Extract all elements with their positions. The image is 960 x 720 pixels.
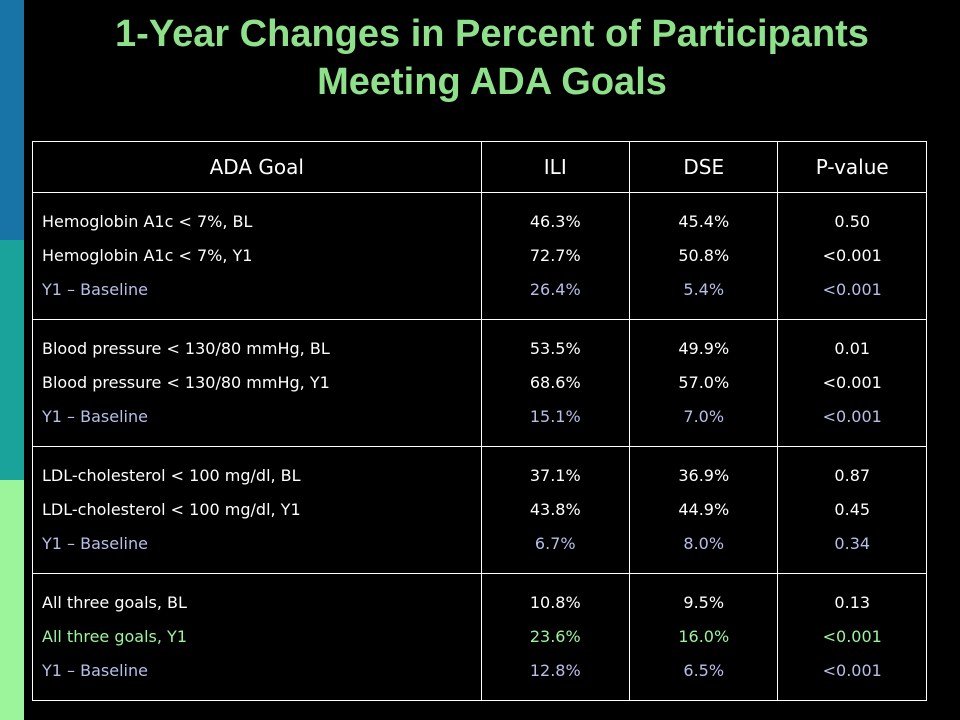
p-value-y1: <0.001 xyxy=(822,246,882,265)
goal-label-y1: All three goals, Y1 xyxy=(42,627,187,646)
p-value-bl: 0.87 xyxy=(834,466,871,485)
dse-value-y1: 50.8% xyxy=(678,246,730,265)
p-value-change: 0.34 xyxy=(834,534,871,553)
dse-value-bl: 49.9% xyxy=(678,339,730,358)
goal-label-change: Y1 – Baseline xyxy=(42,280,148,299)
dse-value-change: 7.0% xyxy=(683,407,725,426)
slide-title: 1-Year Changes in Percent of Participant… xyxy=(24,10,960,106)
header-ili: ILI xyxy=(480,141,631,193)
ili-value-bl: 46.3% xyxy=(529,212,581,231)
dse-value-y1: 44.9% xyxy=(678,500,730,519)
p-value-change: <0.001 xyxy=(822,661,882,680)
p-value-cell: 0.50 <0.001 <0.001 xyxy=(777,192,927,320)
table-row-hemoglobin: Hemoglobin A1c < 7%, BL Hemoglobin A1c <… xyxy=(32,192,927,320)
p-value-bl: 0.13 xyxy=(834,593,871,612)
p-value-cell: 0.13 <0.001 <0.001 xyxy=(777,573,927,701)
goal-label-bl: LDL-cholesterol < 100 mg/dl, BL xyxy=(42,466,301,485)
goal-label-bl: Blood pressure < 130/80 mmHg, BL xyxy=(42,339,330,358)
ili-cell: 46.3% 72.7% 26.4% xyxy=(480,192,631,320)
dse-value-change: 5.4% xyxy=(683,280,725,299)
goal-label-bl: All three goals, BL xyxy=(42,593,187,612)
goal-label-change: Y1 – Baseline xyxy=(42,407,148,426)
ili-value-bl: 53.5% xyxy=(529,339,581,358)
goal-label-change: Y1 – Baseline xyxy=(42,534,148,553)
dse-cell: 9.5% 16.0% 6.5% xyxy=(628,573,779,701)
p-value-bl: 0.50 xyxy=(834,212,871,231)
ili-cell: 10.8% 23.6% 12.8% xyxy=(480,573,631,701)
dse-value-change: 6.5% xyxy=(683,661,725,680)
slide-title-line-1: 1-Year Changes in Percent of Participant… xyxy=(115,13,869,55)
ili-value-y1: 43.8% xyxy=(529,500,581,519)
table-header-row: ADA Goal ILI DSE P-value xyxy=(32,141,927,193)
header-ada-goal: ADA Goal xyxy=(32,141,482,193)
dse-value-y1: 16.0% xyxy=(678,627,730,646)
ili-cell: 37.1% 43.8% 6.7% xyxy=(480,446,631,574)
ili-value-y1: 68.6% xyxy=(529,373,581,392)
p-value-cell: 0.01 <0.001 <0.001 xyxy=(777,319,927,447)
dse-value-y1: 57.0% xyxy=(678,373,730,392)
ili-value-change: 6.7% xyxy=(534,534,576,553)
dse-cell: 49.9% 57.0% 7.0% xyxy=(628,319,779,447)
ili-value-y1: 23.6% xyxy=(529,627,581,646)
p-value-y1: 0.45 xyxy=(834,500,871,519)
ili-value-bl: 37.1% xyxy=(529,466,581,485)
p-value-y1: <0.001 xyxy=(822,373,882,392)
ili-value-change: 12.8% xyxy=(529,661,581,680)
table-row-all-three-goals: All three goals, BL All three goals, Y1 … xyxy=(32,573,927,701)
goal-cell: LDL-cholesterol < 100 mg/dl, BL LDL-chol… xyxy=(32,446,482,574)
ili-value-change: 15.1% xyxy=(529,407,581,426)
table-row-blood-pressure: Blood pressure < 130/80 mmHg, BL Blood p… xyxy=(32,319,927,447)
dse-value-change: 8.0% xyxy=(683,534,725,553)
goal-cell: Hemoglobin A1c < 7%, BL Hemoglobin A1c <… xyxy=(32,192,482,320)
p-value-cell: 0.87 0.45 0.34 xyxy=(777,446,927,574)
dse-value-bl: 36.9% xyxy=(678,466,730,485)
left-stripe-blue xyxy=(0,0,24,240)
goal-cell: All three goals, BL All three goals, Y1 … xyxy=(32,573,482,701)
goal-label-bl: Hemoglobin A1c < 7%, BL xyxy=(42,212,253,231)
dse-cell: 45.4% 50.8% 5.4% xyxy=(628,192,779,320)
goal-label-y1: Blood pressure < 130/80 mmHg, Y1 xyxy=(42,373,330,392)
table-row-ldl-cholesterol: LDL-cholesterol < 100 mg/dl, BL LDL-chol… xyxy=(32,446,927,574)
p-value-y1: <0.001 xyxy=(822,627,882,646)
left-stripe-green xyxy=(0,480,24,720)
ili-value-change: 26.4% xyxy=(529,280,581,299)
dse-cell: 36.9% 44.9% 8.0% xyxy=(628,446,779,574)
goal-label-y1: Hemoglobin A1c < 7%, Y1 xyxy=(42,246,253,265)
ili-value-bl: 10.8% xyxy=(529,593,581,612)
goal-cell: Blood pressure < 130/80 mmHg, BL Blood p… xyxy=(32,319,482,447)
dse-value-bl: 45.4% xyxy=(678,212,730,231)
p-value-change: <0.001 xyxy=(822,407,882,426)
ili-value-y1: 72.7% xyxy=(529,246,581,265)
p-value-bl: 0.01 xyxy=(834,339,871,358)
goal-label-change: Y1 – Baseline xyxy=(42,661,148,680)
slide-title-line-2: Meeting ADA Goals xyxy=(317,61,667,103)
left-stripe-teal xyxy=(0,240,24,480)
dse-value-bl: 9.5% xyxy=(683,593,725,612)
goal-label-y1: LDL-cholesterol < 100 mg/dl, Y1 xyxy=(42,500,301,519)
ada-goals-table: ADA Goal ILI DSE P-value Hemoglobin A1c … xyxy=(32,141,927,701)
p-value-change: <0.001 xyxy=(822,280,882,299)
ili-cell: 53.5% 68.6% 15.1% xyxy=(480,319,631,447)
header-p-value: P-value xyxy=(777,141,927,193)
header-dse: DSE xyxy=(628,141,779,193)
